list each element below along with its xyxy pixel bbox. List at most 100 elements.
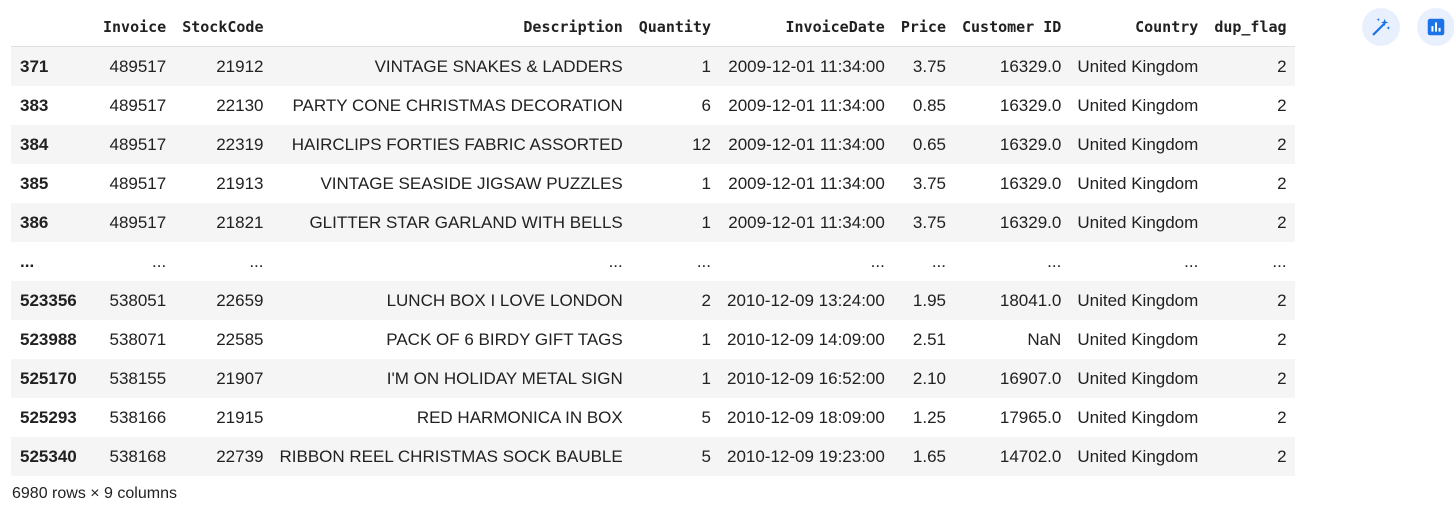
table-cell: 538166 (109, 407, 167, 427)
table-cell: 2010-12-09 19:23:00 (726, 446, 885, 466)
magic-wand-icon (1370, 16, 1392, 38)
column-header: dup_flag (1206, 8, 1295, 47)
table-cell: GLITTER STAR GARLAND WITH BELLS (309, 212, 623, 232)
table-cell: 2010-12-09 14:09:00 (726, 329, 885, 349)
table-cell: 17965.0 (999, 407, 1062, 427)
column-header: Quantity (630, 8, 719, 47)
table-cell: 6 (701, 95, 711, 115)
table-cell: 16907.0 (999, 368, 1062, 388)
table-cell: 1 (701, 368, 711, 388)
table-cell: 538155 (109, 368, 167, 388)
table-cell: 21912 (216, 56, 264, 76)
row-index: 371 (20, 56, 49, 76)
table-cell: 2009-12-01 11:34:00 (728, 56, 885, 76)
table-cell: 1.95 (912, 290, 946, 310)
table-ellipsis-row: .............................. (11, 242, 1295, 281)
table-cell: RED HARMONICA IN BOX (416, 407, 623, 427)
index-header (11, 8, 95, 47)
table-row: 525340 538168 22739 RIBBON REEL CHRISTMAS S… (11, 437, 1295, 476)
dataframe-shape-summary: 6980 rows × 9 columns (12, 485, 177, 502)
table-cell: ... (718, 242, 893, 281)
table-cell: 21907 (216, 368, 264, 388)
table-cell: United Kingdom (1077, 134, 1199, 154)
table-cell: 0.65 (912, 134, 946, 154)
table-cell: 16329.0 (999, 56, 1062, 76)
table-cell: PACK OF 6 BIRDY GIFT TAGS (386, 329, 623, 349)
table-cell: LUNCH BOX I LOVE LONDON (386, 290, 623, 310)
table-cell: United Kingdom (1077, 290, 1199, 310)
table-row: 371 489517 21912 VINTAGE SNAKES & LADDERS 1 2… (11, 46, 1295, 86)
column-header: Description (271, 8, 631, 47)
table-cell: VINTAGE SNAKES & LADDERS (374, 56, 623, 76)
table-cell: 16329.0 (999, 212, 1062, 232)
table-cell: ... (95, 242, 175, 281)
row-index: 525170 (20, 368, 77, 388)
table-cell: 14702.0 (999, 446, 1062, 466)
table-cell: 2010-12-09 16:52:00 (726, 368, 885, 388)
table-cell: 2009-12-01 11:34:00 (728, 95, 885, 115)
table-cell: 1 (701, 329, 711, 349)
table-cell: United Kingdom (1077, 368, 1199, 388)
table-cell: 21913 (216, 173, 264, 193)
table-cell: 489517 (109, 95, 167, 115)
column-header: Price (892, 8, 954, 47)
table-cell: 1.65 (912, 446, 946, 466)
table-cell: 2009-12-01 11:34:00 (728, 134, 885, 154)
table-cell: VINTAGE SEASIDE JIGSAW PUZZLES (320, 173, 623, 193)
bar-chart-icon (1425, 16, 1447, 38)
table-cell: 18041.0 (999, 290, 1062, 310)
table-cell: 1.25 (912, 407, 946, 427)
table-cell: United Kingdom (1077, 212, 1199, 232)
suggest-code-button[interactable] (1362, 8, 1400, 46)
chart-suggest-button[interactable] (1417, 8, 1454, 46)
table-cell: 12 (692, 134, 711, 154)
table-cell: ... (954, 242, 1070, 281)
table-cell: 1 (701, 212, 711, 232)
table-cell: 22319 (216, 134, 264, 154)
table-row: 523356 538051 22659 LUNCH BOX I LOVE LONDON… (11, 281, 1295, 320)
table-row: 525170 538155 21907 I'M ON HOLIDAY METAL SI… (11, 359, 1295, 398)
table-cell: 21821 (216, 212, 264, 232)
table-row: 384 489517 22319 HAIRCLIPS FORTIES FABRIC A… (11, 125, 1295, 164)
table-cell: 2 (1277, 290, 1287, 310)
table-cell: NaN (1027, 329, 1062, 349)
table-cell: 3.75 (912, 212, 946, 232)
table-cell: 3.75 (912, 56, 946, 76)
table-cell: 16329.0 (999, 95, 1062, 115)
table-cell: ... (271, 242, 631, 281)
table-cell: 22130 (216, 95, 264, 115)
table-cell: 5 (701, 446, 711, 466)
table-cell: 2 (1277, 56, 1287, 76)
table-cell: 489517 (109, 56, 167, 76)
table-cell: 489517 (109, 173, 167, 193)
column-header: Invoice (95, 8, 175, 47)
table-row: 386 489517 21821 GLITTER STAR GARLAND WITH … (11, 203, 1295, 242)
row-index: 523356 (20, 290, 77, 310)
table-cell: RIBBON REEL CHRISTMAS SOCK BAUBLE (279, 446, 623, 466)
table-cell: United Kingdom (1077, 56, 1199, 76)
table-cell: 2009-12-01 11:34:00 (728, 173, 885, 193)
table-cell: United Kingdom (1077, 173, 1199, 193)
table-cell: 2010-12-09 18:09:00 (726, 407, 885, 427)
table-row: 385 489517 21913 VINTAGE SEASIDE JIGSAW PUZ… (11, 164, 1295, 203)
table-cell: 489517 (109, 212, 167, 232)
column-header: StockCode (174, 8, 272, 47)
table-cell: 1 (701, 173, 711, 193)
row-index: 523988 (20, 329, 77, 349)
table-cell: 2 (1277, 329, 1287, 349)
table-body: 371 489517 21912 VINTAGE SNAKES & LADDERS 1 2… (11, 46, 1295, 476)
row-index: 525340 (20, 446, 77, 466)
row-index: 386 (20, 212, 49, 232)
row-index: 384 (20, 134, 49, 154)
table-cell: 2 (1277, 212, 1287, 232)
table-cell: ... (1069, 242, 1207, 281)
table-cell: United Kingdom (1077, 446, 1199, 466)
table-cell: 2 (1277, 95, 1287, 115)
table-cell: 5 (701, 407, 711, 427)
table-cell: United Kingdom (1077, 95, 1199, 115)
table-cell: United Kingdom (1077, 329, 1199, 349)
table-cell: 2010-12-09 13:24:00 (726, 290, 885, 310)
table-cell: United Kingdom (1077, 407, 1199, 427)
dataframe-table: Invoice StockCode Description Quantity Invoi… (11, 8, 1295, 476)
dataframe-output: Invoice StockCode Description Quantity Invoi… (11, 8, 1295, 476)
